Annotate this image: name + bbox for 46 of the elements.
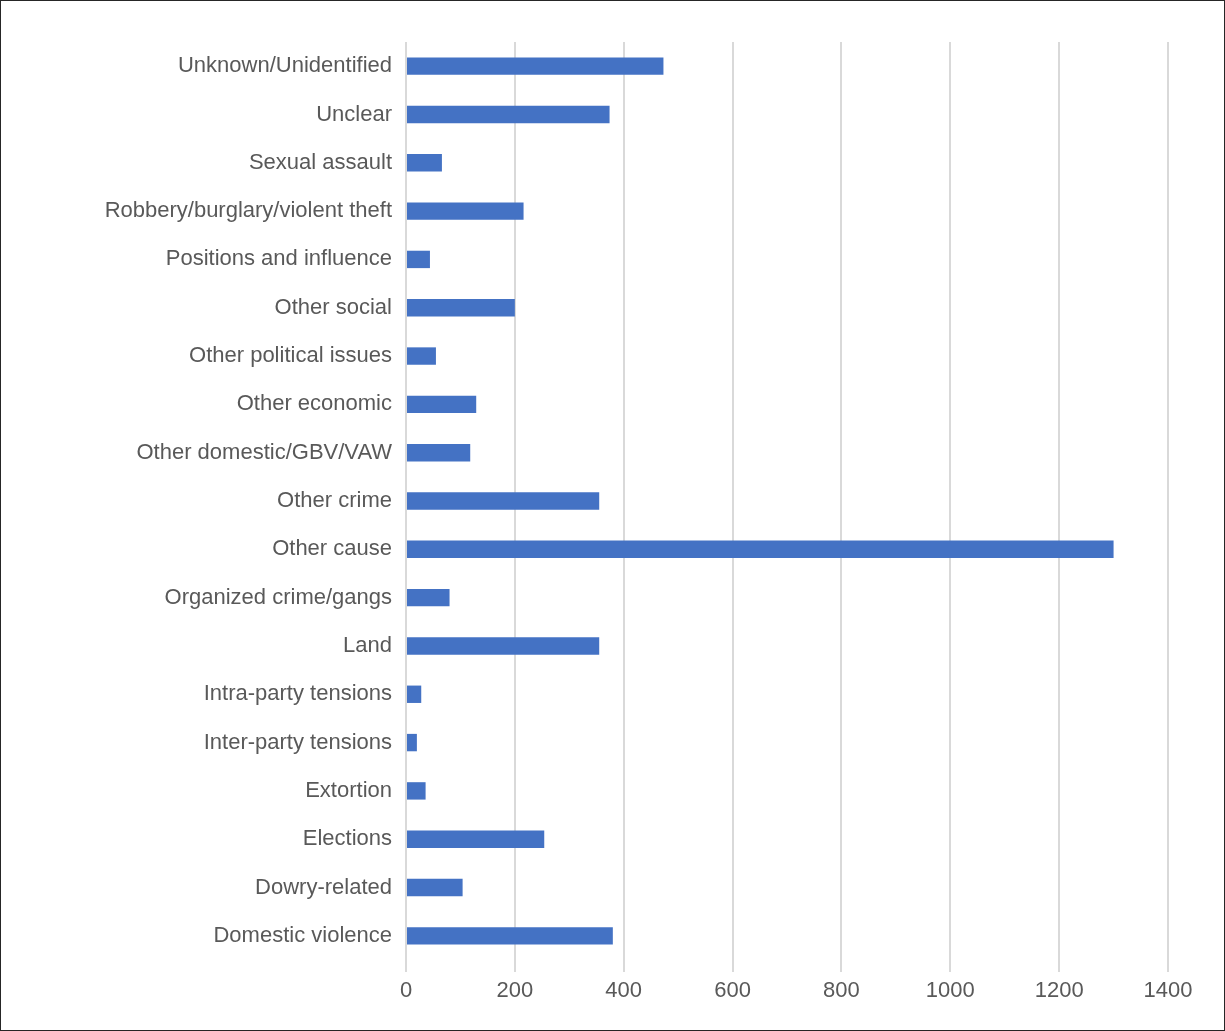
bar [407,443,471,462]
y-tick-label: Elections [302,825,392,851]
bar [407,637,600,655]
bar [407,927,613,945]
bar [407,588,450,607]
x-tick-label: 0 [399,977,413,1003]
x-tick-label: 600 [714,977,751,1003]
bar [407,105,610,124]
y-tick-label: Dowry-related [255,873,392,899]
bar [407,347,436,365]
y-tick-label: Intra-party tensions [203,680,392,706]
bar [407,299,515,317]
y-tick-label: Unknown/Unidentified [177,52,392,78]
y-tick-label: Sexual assault [248,148,392,174]
y-tick-label: Organized crime/gangs [164,583,392,609]
y-tick-label: Positions and influence [165,245,392,271]
y-tick-label: Other political issues [189,342,392,368]
bar [407,492,600,510]
y-tick-label: Extortion [305,776,392,802]
bar [407,733,417,752]
y-tick-label: Other social [274,293,392,319]
x-tick-label: 1000 [925,977,975,1003]
bar [407,395,477,414]
x-tick-label: 800 [823,977,860,1003]
bar [407,202,524,220]
bar [407,154,442,172]
y-tick-label: Unclear [316,100,392,126]
bar [407,782,426,800]
x-tick-label: 400 [605,977,643,1003]
y-tick-label: Robbery/burglary/violent theft [104,197,392,223]
bar [407,685,422,703]
x-tick-label: 200 [496,977,534,1003]
x-tick-label: 1200 [1034,977,1084,1003]
bar [407,57,664,75]
y-tick-label: Other cause [272,535,392,561]
y-tick-label: Inter-party tensions [203,728,392,754]
bar [407,250,430,269]
y-tick-label: Other domestic/GBV/VAW [136,438,393,464]
x-tick-label: 1400 [1143,977,1193,1003]
y-tick-label: Other economic [236,390,392,416]
y-tick-label: Land [343,632,392,658]
bar [407,878,463,897]
bar [407,540,1114,559]
y-tick-label: Other crime [277,487,392,513]
bar [407,830,545,848]
y-tick-label: Domestic violence [213,921,392,947]
